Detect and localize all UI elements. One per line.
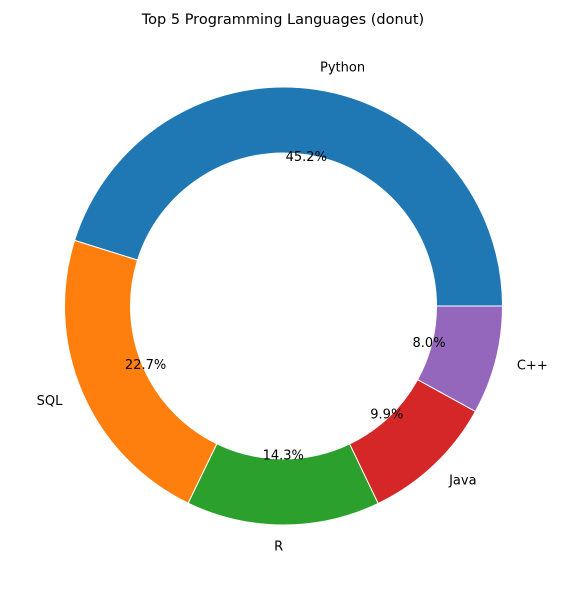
percent-label: 45.2% xyxy=(286,150,327,165)
percent-label: 22.7% xyxy=(125,358,166,373)
category-label: SQL xyxy=(37,394,63,409)
slice-c xyxy=(416,305,504,413)
category-label: Python xyxy=(320,60,365,75)
category-label: C++ xyxy=(517,358,548,373)
percent-label: 14.3% xyxy=(263,449,304,464)
category-label: R xyxy=(274,539,283,554)
slice-python xyxy=(73,86,504,307)
category-label: Java xyxy=(448,473,476,488)
labels-group: Python 45.2% SQL 22.7% R 14.3% Java 9.9% C++ 8.0% xyxy=(37,60,548,554)
percent-label: 9.9% xyxy=(370,408,403,423)
slices-group xyxy=(64,86,504,526)
percent-label: 8.0% xyxy=(413,336,446,351)
chart-title: Top 5 Programming Languages (donut) xyxy=(141,12,424,28)
